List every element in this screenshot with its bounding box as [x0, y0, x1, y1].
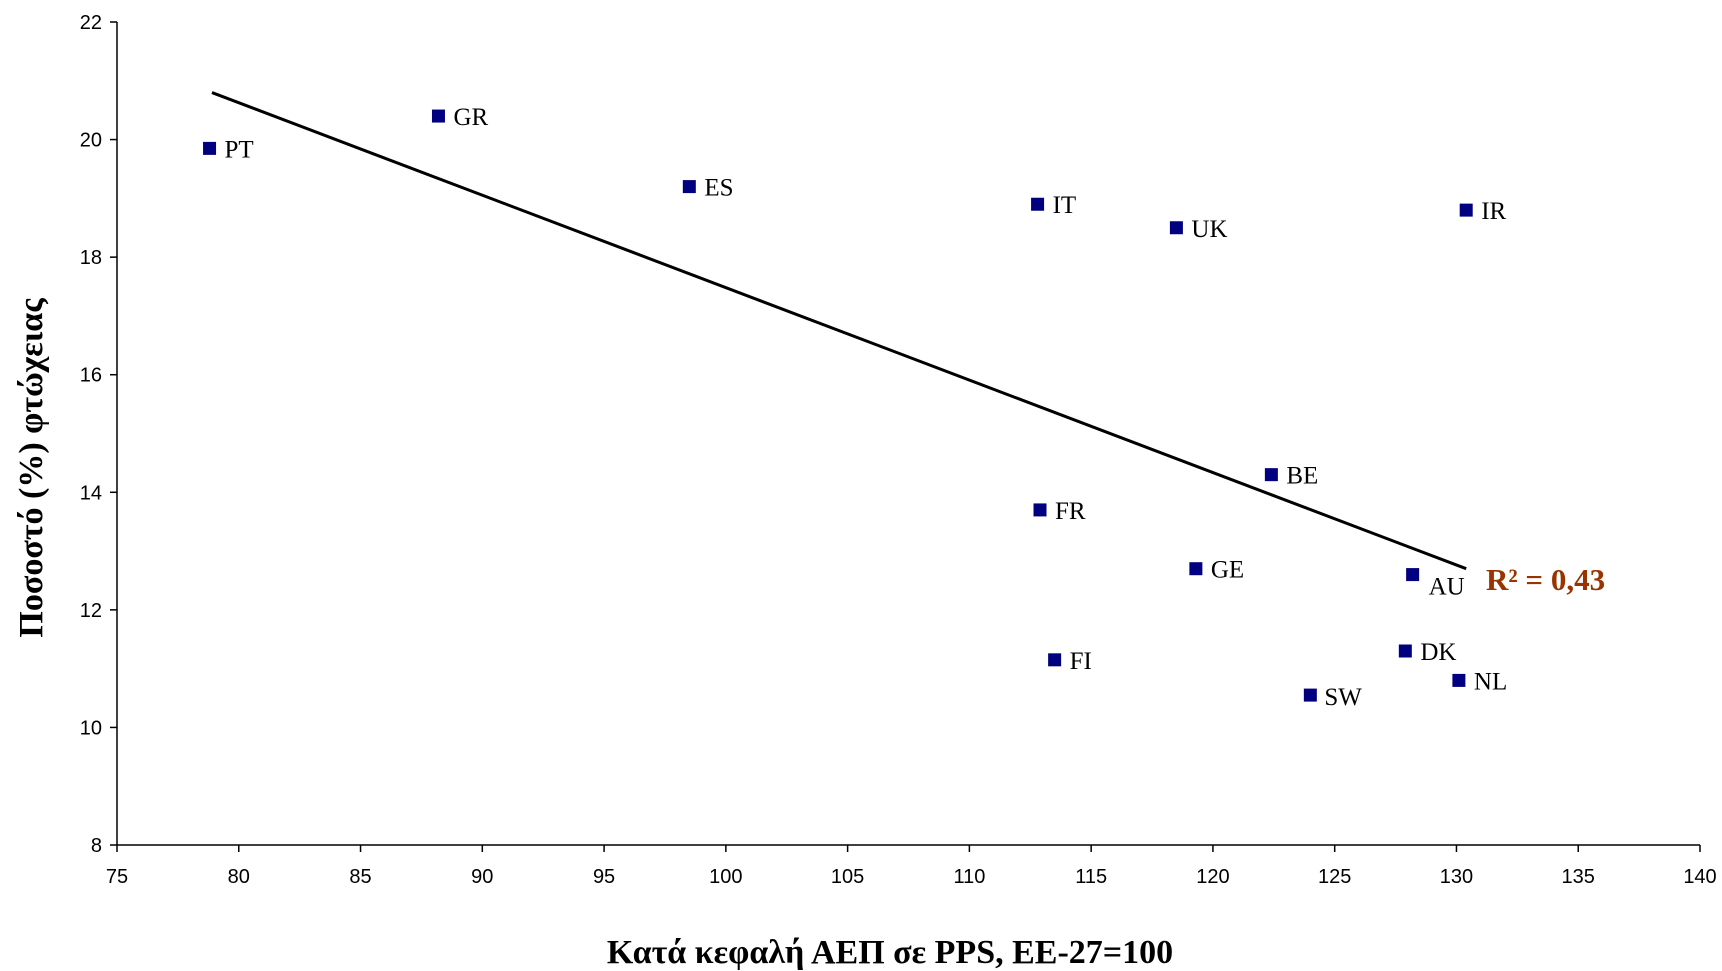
y-tick-label: 22 — [80, 12, 102, 34]
data-point-pt — [203, 141, 217, 155]
point-label-fr: FR — [1055, 498, 1086, 525]
data-point-fi — [1048, 653, 1062, 667]
point-label-dk: DK — [1420, 639, 1456, 666]
x-tick-label: 75 — [106, 866, 128, 888]
point-label-nl: NL — [1474, 668, 1507, 695]
x-tick-label: 95 — [593, 866, 615, 888]
x-tick-label: 105 — [831, 866, 864, 888]
data-point-au — [1406, 568, 1420, 582]
y-tick-label: 10 — [80, 717, 102, 739]
points-group: PT GR ES IT UK IR BE FR GE AU FI DK NL SW — [203, 104, 1507, 711]
x-tick-label: 120 — [1196, 866, 1229, 888]
data-point-ir — [1459, 203, 1473, 217]
y-tick-label: 14 — [80, 482, 102, 504]
x-tick-label: 125 — [1318, 866, 1351, 888]
x-tick-label: 80 — [228, 866, 250, 888]
data-point-fr — [1033, 503, 1047, 517]
r-squared-annotation: R² = 0,43 — [1486, 562, 1605, 597]
y-tick-label: 16 — [80, 365, 102, 387]
point-label-it: IT — [1053, 192, 1077, 219]
point-label-sw: SW — [1324, 684, 1362, 711]
data-point-es — [682, 180, 696, 194]
data-point-gr — [431, 109, 445, 123]
point-label-ir: IR — [1481, 198, 1506, 225]
data-point-it — [1031, 197, 1045, 211]
point-label-pt: PT — [225, 136, 254, 163]
data-point-be — [1264, 468, 1278, 482]
axes: 75 80 85 90 95 100 105 110 115 120 125 130 135 140 8 10… — [80, 12, 1717, 888]
point-label-uk: UK — [1191, 216, 1227, 243]
point-label-es: ES — [704, 175, 733, 202]
data-point-uk — [1169, 221, 1183, 235]
x-tick-label: 115 — [1075, 866, 1107, 888]
x-tick-label: 110 — [953, 866, 985, 888]
x-tick-label: 135 — [1562, 866, 1595, 888]
x-tick-label: 140 — [1683, 866, 1716, 888]
trendline-group — [211, 91, 1467, 571]
trendline — [211, 91, 1467, 571]
x-tick-label: 90 — [471, 866, 493, 888]
y-tick-label: 18 — [80, 247, 102, 269]
data-point-nl — [1452, 673, 1466, 687]
y-tick-label: 12 — [80, 600, 102, 622]
data-point-ge — [1189, 562, 1203, 576]
point-label-be: BE — [1286, 463, 1318, 490]
x-axis-title: Κατά κεφαλή ΑΕΠ σε PPS, ΕΕ-27=100 — [607, 934, 1173, 971]
x-tick-label: 100 — [709, 866, 742, 888]
point-label-ge: GE — [1211, 557, 1244, 584]
point-label-fi: FI — [1070, 648, 1092, 675]
point-label-au: AU — [1429, 574, 1465, 601]
y-tick-label: 20 — [80, 130, 102, 152]
x-tick-label: 85 — [349, 866, 371, 888]
y-tick-label: 8 — [91, 835, 102, 857]
data-point-sw — [1303, 688, 1317, 702]
x-tick-label: 130 — [1440, 866, 1473, 888]
data-point-dk — [1398, 644, 1412, 658]
y-axis-title: Ποσοστό (%) φτώχειας — [13, 298, 50, 638]
point-label-gr: GR — [453, 104, 488, 131]
